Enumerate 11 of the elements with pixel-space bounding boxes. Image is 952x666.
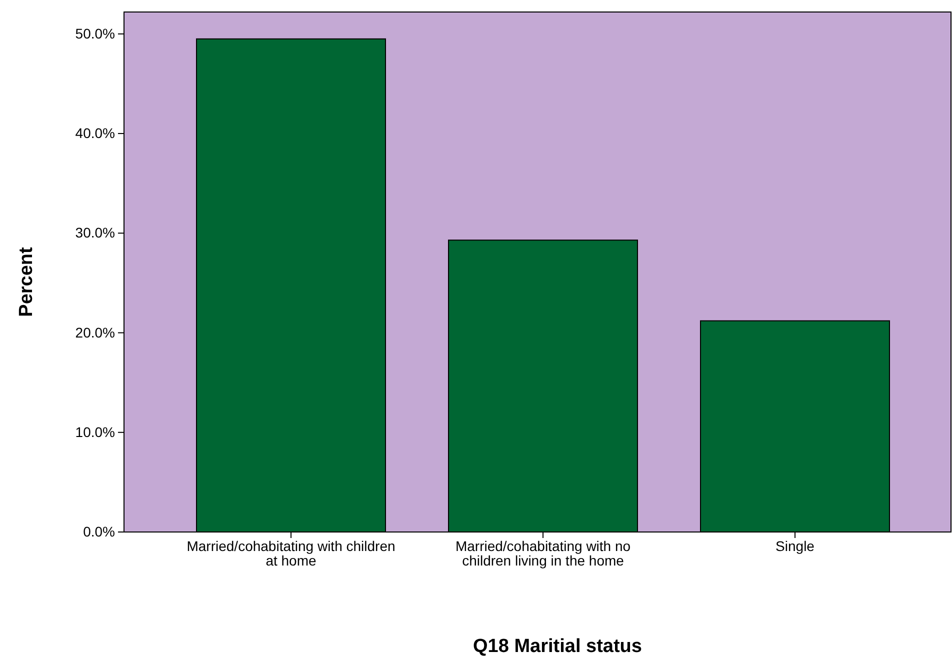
y-tick-label: 20.0% [75,324,115,340]
x-axis-title: Q18 Maritial status [473,636,642,657]
x-tick-label: Married/cohabitating with children at home [186,538,396,569]
y-tick-label: 0.0% [83,523,115,540]
y-axis-title: Percent [16,246,37,317]
y-tick-label: 30.0% [75,224,115,241]
y-tick-label: 10.0% [75,424,115,440]
y-tick-label: 50.0% [75,25,115,42]
x-tick-label: Married/cohabitating with no children living in the home [455,538,631,569]
y-tick-label: 40.0% [75,125,115,142]
x-tick-label: Single [776,538,815,554]
